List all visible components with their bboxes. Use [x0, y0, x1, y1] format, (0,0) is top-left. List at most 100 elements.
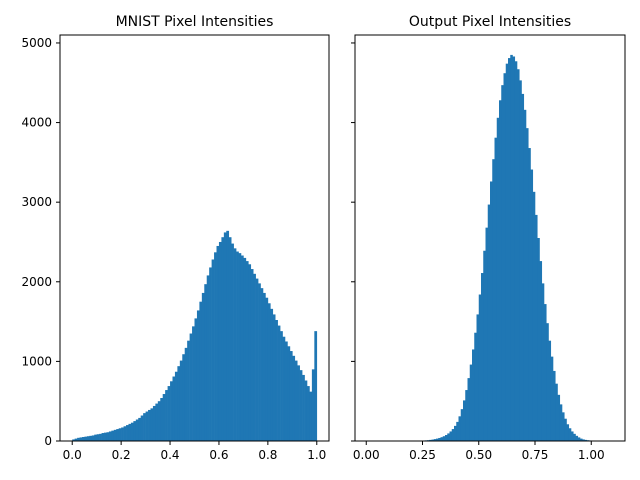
panel-mnist-bar [99, 433, 102, 441]
panel-output-bar [438, 437, 441, 441]
panel-output-bar [494, 137, 498, 441]
panel-mnist-x-tick-label: 0.6 [209, 448, 228, 462]
panel-mnist-y-ticks: 0 1000 2000 3000 4000 5000 [21, 36, 60, 448]
panel-output-bar [449, 431, 453, 441]
panel-output-bar [557, 394, 561, 441]
panel-mnist-bar [209, 267, 212, 441]
panel-output-bar [575, 435, 579, 441]
panel-output-bar [503, 73, 507, 442]
panel-mnist-bar [311, 369, 315, 441]
panel-output-bar [544, 304, 547, 441]
panel-mnist-bar [221, 237, 225, 441]
panel-mnist-bar [275, 320, 278, 441]
panel-mnist-bar [262, 292, 266, 441]
panel-mnist-bar [238, 253, 242, 441]
panel-mnist-bar [258, 283, 261, 441]
panel-output-bar [566, 424, 570, 441]
panel-mnist-frame [59, 34, 330, 442]
panel-output-bar [476, 314, 480, 441]
panel-output-bar [481, 273, 484, 441]
panel-output-bar [553, 370, 556, 441]
panel-output-bar [548, 340, 552, 441]
panel-mnist-bar [189, 333, 193, 441]
panel-mnist-bar [267, 303, 271, 441]
panel-mnist-bar [82, 437, 85, 441]
panel-output-bar [537, 238, 540, 441]
panel-output-bar [546, 323, 549, 441]
panel-output-bar [508, 58, 511, 442]
panel-mnist-bar [145, 411, 149, 441]
panel-output-bar [440, 437, 444, 441]
panel-output-title: Output Pixel Intensities [409, 14, 571, 30]
panel-output-bar [562, 412, 565, 441]
panel-output-x-tick-label: 0.25 [409, 448, 436, 462]
panel-output-bar [463, 400, 466, 441]
panel-mnist-bar [128, 423, 132, 441]
panel-mnist-bar [218, 241, 222, 441]
panel-mnist-bar [306, 386, 310, 441]
panel-mnist-bar [138, 417, 141, 441]
panel-output-bar [559, 404, 563, 441]
panel-output-bar [573, 433, 576, 441]
panel-mnist-bar [204, 284, 208, 441]
panel-mnist-bar [106, 432, 110, 441]
panel-mnist-bar [277, 325, 281, 441]
panel-mnist-bar [265, 297, 269, 441]
panel-mnist-bar [201, 292, 205, 441]
panel-mnist-bar [199, 301, 203, 441]
panel-mnist-x-tick-label: 1.0 [307, 448, 326, 462]
panel-mnist-bar [184, 347, 188, 441]
panel-output-bar [447, 433, 450, 441]
panel-mnist-bar [143, 413, 146, 441]
panel-mnist-bar [96, 434, 100, 441]
panel-mnist-bar [167, 386, 171, 441]
panel-output-bar [454, 425, 457, 441]
panel-output-bar [429, 439, 432, 441]
panel-mnist-bar [214, 252, 217, 441]
panel-mnist-bar [165, 390, 168, 441]
panel-mnist-bar [72, 439, 75, 441]
panel-output-bar [496, 117, 500, 441]
panel-output-bar [568, 428, 572, 441]
panel-mnist-bar [282, 336, 286, 441]
panel-mnist-bar [118, 428, 122, 441]
panel-mnist-bar [297, 365, 300, 441]
panel-mnist-bar [91, 435, 95, 441]
panel-mnist-bar [79, 437, 83, 441]
panel-mnist-bar [233, 248, 237, 441]
panel-output-bar [528, 148, 531, 442]
panel-output-bars [422, 54, 606, 442]
panel-mnist-y-tick-label: 3000 [21, 195, 52, 209]
panel-mnist-bar [84, 436, 88, 441]
panel-mnist-bar [148, 409, 151, 441]
panel-output-x-tick-label: 1.00 [578, 448, 605, 462]
panel-mnist-bar [223, 232, 227, 441]
panel-mnist-bar [126, 425, 129, 441]
panel-mnist: MNIST Pixel Intensities 0.0 0.2 0.4 0.6 0.8 1… [21, 14, 330, 462]
panel-output-bar [526, 128, 529, 441]
panel-mnist-bar [211, 259, 215, 441]
panel-output-bar [550, 356, 554, 441]
panel-output-bar [532, 191, 536, 441]
panel-output-bar [472, 349, 475, 441]
panel-mnist-y-tick-label: 1000 [21, 354, 52, 368]
panel-mnist-bars [72, 230, 318, 441]
panel-output-bar [517, 69, 520, 441]
panel-mnist-bar [160, 398, 164, 441]
panel-output-bar [539, 261, 543, 441]
panel-output-bar [436, 438, 439, 441]
panel-output-x-ticks: 0.00 0.25 0.50 0.75 1.00 [353, 441, 605, 462]
panel-output-frame [354, 34, 626, 442]
panel-mnist-bar [194, 318, 198, 441]
panel-mnist-bar [216, 245, 220, 441]
panel-mnist-bar [292, 355, 296, 441]
panel-output-bar [577, 437, 581, 441]
panel-mnist-bar [192, 326, 195, 441]
panel-mnist-bar [228, 237, 232, 441]
panel-mnist-bar [123, 426, 127, 441]
panel-mnist-bar [113, 429, 117, 441]
panel-output-bar [519, 80, 522, 441]
panel-mnist-bar [116, 429, 119, 441]
panel-mnist-bar [150, 408, 154, 441]
panel-output-bar [510, 54, 513, 442]
